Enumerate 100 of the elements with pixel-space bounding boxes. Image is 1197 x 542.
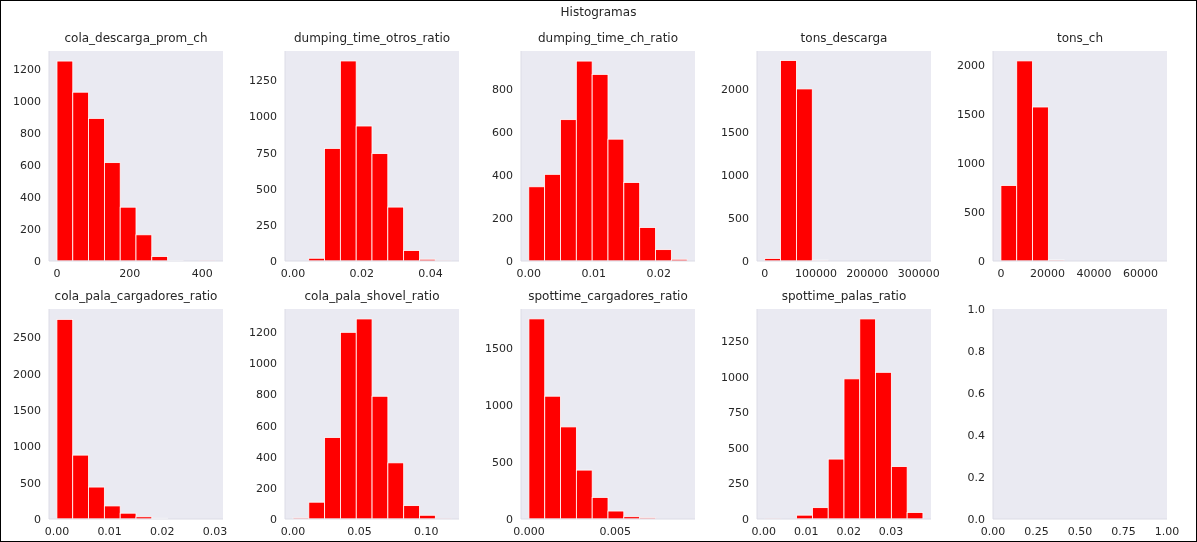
y-tick-label: 200 (256, 481, 277, 495)
y-tick-label: 0 (270, 512, 277, 526)
y-tick-label: 2000 (721, 82, 749, 96)
y-tick-label: 1.0 (967, 302, 985, 316)
y-tick-label: 1000 (13, 95, 41, 109)
y-tick-label: 1000 (721, 370, 749, 384)
y-tick-label: 600 (256, 419, 277, 433)
y-tick-label: 1500 (957, 107, 985, 121)
y-tick-label: 750 (728, 406, 749, 420)
x-tick-label: 60000 (1122, 266, 1158, 280)
y-tick-label: 0 (270, 254, 277, 268)
chart-title: tons_ch (1055, 31, 1105, 45)
x-tick-label: 0.005 (599, 524, 631, 538)
y-tick-label: 500 (728, 211, 749, 225)
x-tick-label: 0.02 (349, 266, 374, 280)
x-tick-label: 400 (191, 266, 213, 280)
y-tick-label: 200 (492, 212, 513, 225)
y-tick-label: 1000 (249, 110, 277, 124)
y-tick-label: 500 (728, 441, 749, 455)
x-tick-label: 0.01 (793, 524, 819, 538)
x-tick-label: 0.00 (280, 524, 306, 538)
y-tick-label: 0.8 (967, 344, 985, 358)
x-tick-label: 0 (761, 266, 769, 280)
x-tick-label: 0.02 (836, 524, 861, 538)
y-tick-label: 0 (506, 512, 513, 526)
y-tick-label: 250 (728, 477, 749, 491)
x-tick-label: 0.000 (513, 524, 545, 538)
x-tick-label: 0.00 (980, 524, 1006, 538)
y-tick-label: 500 (964, 205, 985, 219)
chart-title: cola_pala_cargadores_ratio (53, 289, 219, 303)
x-tick-label: 0 (53, 266, 61, 280)
y-tick-label: 0.2 (967, 470, 985, 484)
y-tick-label: 500 (20, 476, 41, 490)
y-tick-label: 200 (20, 222, 41, 236)
x-tick-label: 0.03 (202, 524, 228, 538)
y-tick-label: 400 (20, 191, 41, 205)
chart-title: spottime_cargadores_ratio (527, 289, 689, 303)
y-tick-label: 0 (742, 254, 749, 268)
y-tick-label: 800 (256, 388, 277, 402)
y-tick-label: 750 (256, 146, 277, 160)
y-tick-label: 600 (20, 159, 41, 173)
chart-title: dumping_time_otros_ratio (292, 31, 452, 45)
chart-title: tons_descarga (799, 31, 889, 45)
x-tick-label: 0.00 (280, 266, 306, 280)
y-tick-label: 0.6 (967, 386, 985, 400)
y-tick-label: 400 (256, 450, 277, 464)
y-tick-label: 600 (492, 126, 513, 140)
y-tick-label: 500 (492, 456, 513, 470)
y-tick-label: 800 (492, 83, 513, 97)
y-tick-label: 0 (34, 512, 41, 526)
x-tick-label: 300000 (897, 266, 940, 280)
x-tick-label: 0.04 (418, 266, 443, 280)
y-tick-label: 2500 (13, 331, 41, 345)
x-tick-label: 0.00 (751, 524, 777, 538)
y-tick-label: 0 (742, 512, 749, 526)
y-tick-label: 1250 (721, 335, 749, 349)
x-tick-label: 200 (119, 266, 141, 280)
y-tick-label: 1000 (485, 399, 513, 413)
y-tick-label: 2000 (13, 367, 41, 381)
y-tick-label: 800 (20, 127, 41, 141)
x-tick-label: 1.00 (1154, 524, 1180, 538)
y-tick-label: 500 (256, 182, 277, 196)
chart-title: cola_pala_shovel_ratio (303, 289, 441, 303)
x-tick-label: 40000 (1076, 266, 1112, 280)
y-tick-label: 250 (256, 218, 277, 232)
chart-title: cola_descarga_prom_ch (63, 31, 209, 45)
x-tick-label: 0.01 (97, 524, 122, 538)
x-tick-label: 0.25 (1024, 524, 1049, 538)
y-tick-label: 1200 (249, 326, 277, 340)
y-tick-label: 0.0 (967, 512, 985, 526)
x-tick-label: 0.10 (413, 524, 439, 538)
y-tick-label: 1500 (485, 342, 513, 356)
chart-title: dumping_time_ch_ratio (536, 31, 680, 45)
x-tick-label: 0.01 (581, 266, 606, 280)
x-tick-label: 0.02 (150, 524, 175, 538)
y-tick-label: 1000 (13, 440, 41, 454)
y-tick-label: 0.4 (967, 428, 985, 442)
x-tick-label: 0 (997, 266, 1005, 280)
y-tick-label: 400 (492, 169, 513, 183)
chart-title: spottime_palas_ratio (780, 289, 908, 303)
y-tick-label: 0 (978, 254, 985, 268)
y-tick-label: 0 (506, 254, 513, 268)
y-tick-label: 1000 (249, 357, 277, 371)
x-tick-label: 20000 (1029, 266, 1065, 280)
y-tick-label: 1250 (249, 74, 277, 88)
y-tick-label: 1200 (13, 63, 41, 77)
x-tick-label: 100000 (795, 266, 838, 280)
y-tick-label: 1000 (721, 168, 749, 182)
x-tick-label: 0.05 (347, 524, 372, 538)
y-tick-label: 1000 (957, 156, 985, 170)
y-tick-label: 0 (34, 254, 41, 268)
x-tick-label: 0.50 (1067, 524, 1093, 538)
y-tick-label: 1500 (13, 404, 41, 418)
x-tick-label: 0.00 (516, 266, 542, 280)
y-tick-label: 2000 (957, 58, 985, 72)
x-tick-label: 0.75 (1111, 524, 1136, 538)
x-tick-label: 0.02 (646, 266, 671, 280)
x-tick-label: 0.03 (878, 524, 904, 538)
x-tick-label: 200000 (846, 266, 889, 280)
y-tick-label: 1500 (721, 125, 749, 139)
